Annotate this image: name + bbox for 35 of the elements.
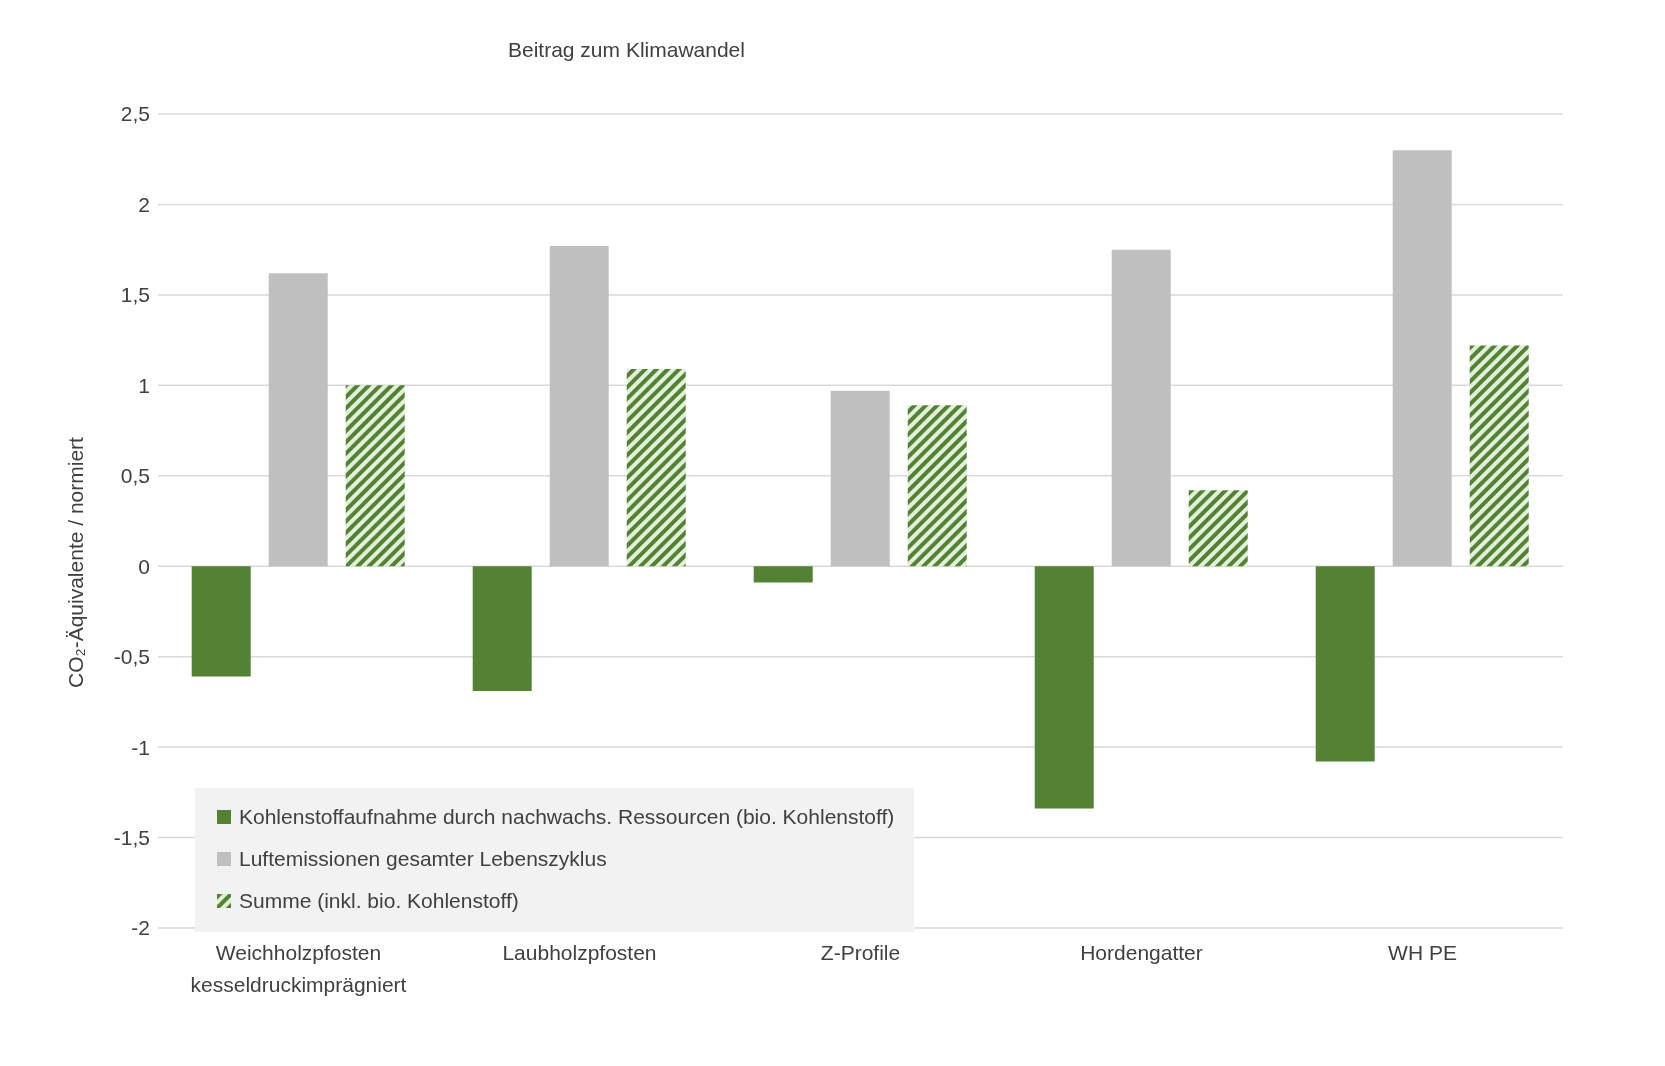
bar — [1111, 249, 1171, 567]
chart-title: Beitrag zum Klimawandel — [508, 38, 745, 62]
y-tick-label: 2 — [138, 192, 150, 216]
bar — [1392, 150, 1452, 567]
bar — [549, 246, 609, 567]
bar — [1469, 345, 1529, 567]
bar — [1315, 566, 1375, 762]
legend-label: Summe (inkl. bio. Kohlenstoff) — [239, 889, 519, 913]
x-tick-label: WH PE — [1388, 941, 1457, 964]
y-axis-title: CO₂-Äquivalente / normiert — [64, 436, 87, 688]
y-tick-label: -1,5 — [113, 826, 150, 850]
legend-label: Kohlenstoffaufnahme durch nachwachs. Ressourcen (bio. Kohlenstoff) — [239, 805, 895, 829]
y-tick-label: 0 — [138, 554, 150, 578]
bar — [830, 390, 890, 567]
bar — [472, 566, 532, 692]
bar — [753, 566, 813, 583]
y-tick-label: 1,5 — [120, 283, 150, 307]
bar — [626, 369, 686, 567]
x-tick-label: Weichholzpfosten kesseldruckimprägniert — [190, 941, 407, 996]
y-tick-label: 2,5 — [120, 102, 150, 126]
y-tick-label: 1 — [138, 373, 150, 397]
x-tick-label: Laubholzpfosten — [502, 941, 657, 964]
y-tick-label: -1 — [131, 735, 150, 759]
bar — [345, 385, 405, 567]
bar — [907, 405, 967, 567]
bar — [268, 273, 328, 567]
y-tick-label: 0,5 — [120, 464, 150, 488]
legend-label: Luftemissionen gesamter Lebenszyklus — [239, 847, 607, 871]
x-tick-label: Hordengatter — [1080, 941, 1203, 964]
bar — [191, 566, 251, 677]
bar — [1034, 566, 1094, 809]
y-tick-label: -2 — [131, 916, 150, 940]
y-tick-label: -0,5 — [113, 645, 150, 669]
bar — [1188, 490, 1248, 567]
x-tick-label: Z-Profile — [820, 941, 901, 964]
